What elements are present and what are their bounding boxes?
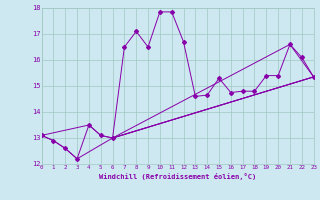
- X-axis label: Windchill (Refroidissement éolien,°C): Windchill (Refroidissement éolien,°C): [99, 173, 256, 180]
